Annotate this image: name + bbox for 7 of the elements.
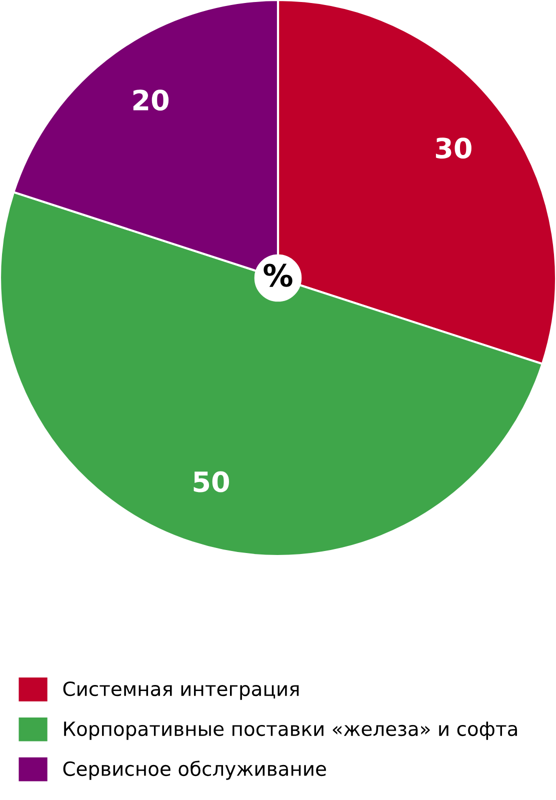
legend-label: Корпоративные поставки «железа» и софта (64, 722, 517, 740)
legend-label: Сервисное обслуживание (63, 760, 326, 780)
data-label: 20 (133, 90, 169, 111)
text: % (264, 264, 292, 287)
data-label: 50 (194, 471, 229, 492)
data-label: 30 (436, 138, 472, 159)
legend-label: Системная интеграция (63, 681, 299, 700)
